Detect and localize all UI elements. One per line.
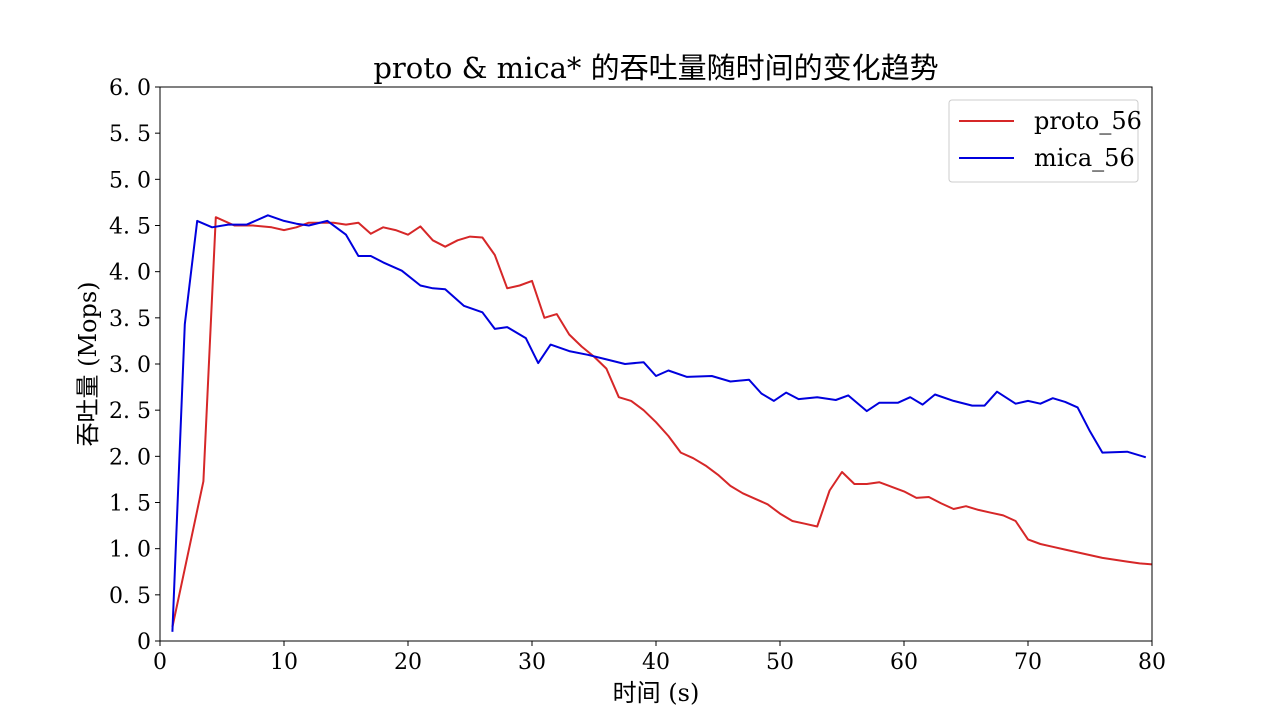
y-tick-label: 1. 0 [109, 538, 151, 563]
y-tick-label: 4. 5 [109, 215, 151, 240]
y-tick-label: 1. 5 [109, 492, 151, 517]
series-layer [171, 214, 1153, 632]
legend: proto_56 mica_56 [948, 99, 1142, 183]
x-tick-label: 40 [642, 650, 670, 675]
y-tick-label: 2. 5 [109, 399, 151, 424]
series-line-mica-56 [171, 214, 1147, 632]
legend-label-mica-56: mica_56 [1034, 144, 1135, 172]
y-tick-label: 4. 0 [109, 261, 151, 286]
y-tick-label: 2. 0 [109, 445, 151, 470]
x-axis-label: 时间 (s) [613, 679, 700, 707]
y-tick-label: 3. 0 [109, 353, 151, 378]
x-tick-label: 0 [153, 650, 167, 675]
y-tick-label: 5. 5 [109, 122, 151, 147]
y-tick-label: 6. 0 [109, 76, 151, 101]
x-axis: 0 10 20 30 40 50 60 70 80 [153, 641, 1166, 675]
legend-label-proto-56: proto_56 [1034, 107, 1142, 135]
series-line-proto-56 [171, 216, 1153, 628]
x-tick-label: 30 [518, 650, 546, 675]
x-tick-label: 70 [1014, 650, 1042, 675]
y-tick-label: 3. 5 [109, 307, 151, 332]
x-tick-label: 50 [766, 650, 794, 675]
chart-title: proto & mica* 的吞吐量随时间的变化趋势 [373, 51, 938, 85]
y-tick-label: 0. 5 [109, 584, 151, 609]
y-axis-label: 吞吐量 (Mops) [74, 281, 102, 446]
x-tick-label: 80 [1138, 650, 1166, 675]
x-tick-label: 20 [394, 650, 422, 675]
y-axis: 0 0. 5 1. 0 1. 5 2. 0 2. 5 3. 0 3. 5 4. 0 4. 5 5. … [109, 76, 160, 655]
y-tick-label: 5. 0 [109, 168, 151, 193]
x-tick-label: 10 [270, 650, 298, 675]
x-tick-label: 60 [890, 650, 918, 675]
y-tick-label: 0 [137, 630, 151, 655]
